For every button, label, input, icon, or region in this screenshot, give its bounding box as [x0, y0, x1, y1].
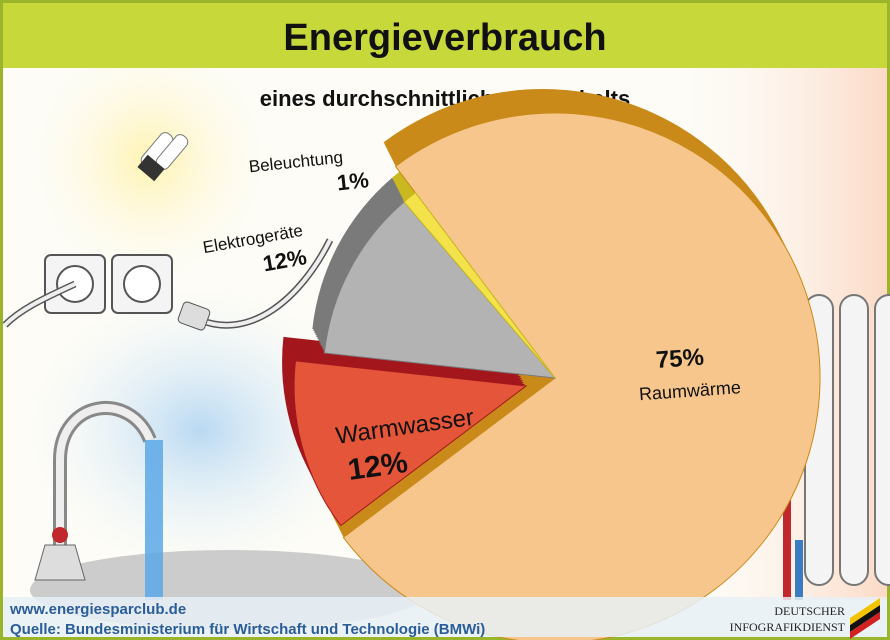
- infographic: Energieverbrauch eines durchschnittliche…: [0, 0, 890, 640]
- footer-source: Quelle: Bundesministerium für Wirtschaft…: [10, 621, 485, 638]
- logo-line: INFOGRAFIKDIENST: [730, 620, 846, 634]
- value-label: 75%: [655, 344, 705, 374]
- logo-line: DEUTSCHER: [774, 604, 845, 618]
- title: Energieverbrauch: [283, 17, 606, 59]
- value-label: 1%: [336, 167, 370, 195]
- footer-url: www.energiesparclub.de: [9, 601, 186, 618]
